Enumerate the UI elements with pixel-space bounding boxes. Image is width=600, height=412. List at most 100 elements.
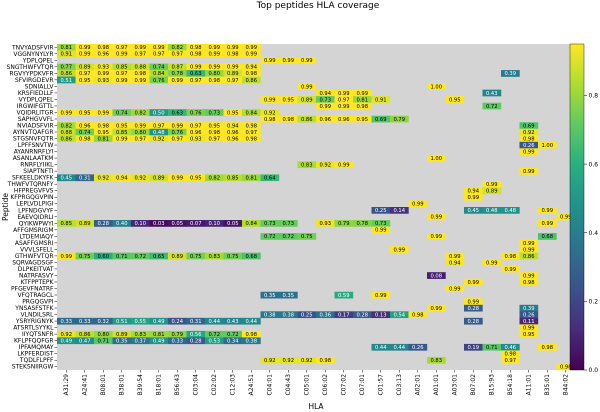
- cell-value-label: 0.94: [116, 176, 128, 182]
- cell-value-label: 0.45: [60, 176, 72, 182]
- cell-value-label: 0.76: [171, 130, 183, 136]
- heatmap-cell: [334, 96, 354, 103]
- cell-value-label: 0.81: [356, 97, 368, 103]
- heatmap-cell: [57, 337, 76, 345]
- cell-value-label: 0.99: [171, 176, 183, 182]
- y-tick-label: DLPKEITVAT: [18, 266, 54, 273]
- y-tick-label: KFPRGQGVPIN: [10, 194, 53, 201]
- cell-value-label: 0.99: [319, 104, 331, 110]
- heatmap-cell: [279, 291, 298, 299]
- heatmap-cell: [94, 122, 113, 129]
- colorbar-tick-label: 0.2: [589, 299, 599, 306]
- cell-value-label: 0.92: [319, 163, 331, 169]
- x-tick-label: B54:18: [507, 374, 514, 396]
- heatmap-cell: [223, 76, 243, 84]
- heatmap-cell: [427, 272, 446, 279]
- heatmap-cell: [94, 70, 113, 77]
- cell-value-label: 0.82: [60, 123, 72, 129]
- y-tick-label: EAEVQIDRLI: [17, 214, 53, 221]
- heatmap-cell: [57, 44, 76, 51]
- heatmap-cell: [57, 128, 76, 136]
- cell-value-label: 0.98: [190, 52, 202, 58]
- cell-value-label: 0.99: [301, 58, 313, 64]
- cell-value-label: 0.85: [116, 130, 128, 136]
- y-tick-label: IIYQTSNFR: [22, 331, 54, 338]
- heatmap-cell: [519, 252, 539, 260]
- heatmap-cell: [390, 207, 409, 214]
- heatmap-cell: [427, 154, 446, 162]
- heatmap-cell: [149, 317, 169, 325]
- heatmap-cell: [94, 44, 113, 51]
- x-tick-label: C07:02: [340, 374, 347, 396]
- heatmap-cell: [168, 70, 187, 77]
- heatmap-cell: [242, 128, 261, 136]
- x-axis-label: HLA: [308, 402, 324, 411]
- heatmap-cell: [445, 96, 465, 103]
- y-tick-label: ASAFFGMSRI: [15, 240, 54, 247]
- cell-value-label: 0.56: [190, 332, 202, 338]
- heatmap-cell: [75, 317, 95, 325]
- cell-value-label: 0.71: [116, 254, 128, 260]
- y-tick-label: LPFNDGVYF: [18, 207, 54, 214]
- heatmap-cell: [223, 317, 243, 325]
- cell-value-label: 0.98: [356, 104, 368, 110]
- cell-value-label: 0.99: [208, 52, 220, 58]
- heatmap-cell: [464, 343, 483, 351]
- y-tick-label: AFFGMSRIGM: [13, 227, 53, 234]
- heatmap-cell: [131, 330, 150, 338]
- heatmap-cell: [168, 122, 187, 129]
- heatmap-cell: [205, 337, 224, 345]
- y-tick-label: HFPREGVFVS: [14, 188, 54, 195]
- cell-value-label: 0.99: [134, 78, 146, 84]
- heatmap-cell: [260, 356, 280, 364]
- cell-value-label: 0.94: [449, 260, 461, 266]
- cell-value-label: 0.31: [190, 319, 202, 325]
- cell-value-label: 0.92: [153, 136, 165, 142]
- heatmap-cell: [297, 115, 317, 123]
- heatmap-cell: [94, 50, 113, 58]
- x-tick-label: B18:01: [155, 374, 162, 396]
- cell-value-label: 0.95: [190, 176, 202, 182]
- cell-value-label: 0.93: [190, 136, 202, 142]
- cell-value-label: 0.98: [190, 45, 202, 51]
- heatmap-cell: [279, 356, 298, 364]
- heatmap-cell: [242, 122, 261, 129]
- heatmap-cell: [205, 220, 224, 227]
- heatmap-cell: [168, 337, 187, 345]
- heatmap-cell: [371, 115, 391, 123]
- cell-value-label: 0.99: [541, 208, 553, 214]
- heatmap-cell: [427, 83, 446, 90]
- heatmap-cell: [112, 337, 132, 345]
- heatmap-cell: [57, 252, 76, 260]
- heatmap-cell: [390, 246, 409, 253]
- heatmap-cell: [223, 337, 243, 345]
- heatmap-cell: [112, 135, 132, 142]
- heatmap-cell: [427, 356, 446, 364]
- heatmap-cell: [334, 161, 354, 169]
- cell-value-label: 0.60: [97, 254, 109, 260]
- heatmap-cell: [538, 141, 557, 149]
- colorbar-tick-label: 0.4: [589, 230, 599, 237]
- cell-value-label: 0.74: [79, 130, 91, 136]
- cell-value-label: 0.97: [79, 71, 91, 77]
- heatmap-cell: [57, 317, 76, 325]
- heatmap-cell: [297, 161, 317, 169]
- heatmap-cell: [538, 220, 557, 227]
- cell-value-label: 0.99: [208, 45, 220, 51]
- cell-value-label: 0.99: [60, 110, 72, 116]
- cell-value-label: 0.95: [356, 117, 368, 123]
- y-tick-label: KFLPFQQFGR: [14, 338, 54, 345]
- heatmap-cell: [316, 220, 335, 227]
- y-tick-label: TNVYADSFVIR: [11, 44, 53, 51]
- heatmap-cell: [205, 44, 224, 51]
- cell-value-label: 0.99: [486, 182, 498, 188]
- heatmap-cell: [186, 337, 206, 345]
- heatmap-cell: [223, 122, 243, 129]
- heatmap-cell: [316, 102, 335, 110]
- y-tick-label: RGVYYPDKVFR: [9, 70, 53, 77]
- cell-value-label: 0.98: [227, 52, 239, 58]
- cell-value-label: 0.99: [264, 58, 276, 64]
- heatmap-cell: [501, 356, 520, 364]
- cell-value-label: 0.97: [153, 123, 165, 129]
